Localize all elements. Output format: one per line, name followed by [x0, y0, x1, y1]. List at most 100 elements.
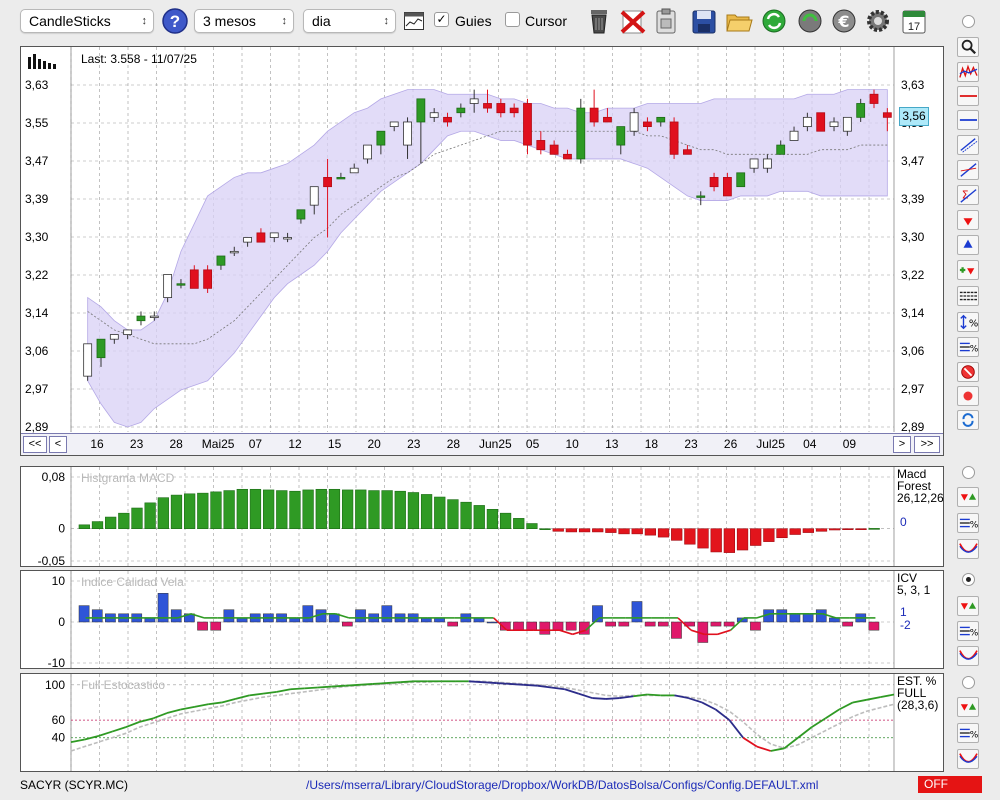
- candle: [842, 116, 852, 136]
- stochastic-panel[interactable]: 100 60 40 Full Estocastico EST. % FULL (28…: [20, 673, 944, 772]
- macd-bar: [868, 528, 880, 530]
- horizontal-line-blue-icon: [959, 119, 977, 121]
- status-off-badge[interactable]: OFF: [918, 776, 982, 793]
- y-tick-label-right: 2,97: [901, 382, 925, 396]
- icv-percent-icon: %: [959, 626, 979, 639]
- y-tick-label-left: 2,97: [25, 382, 49, 396]
- nav-next-button[interactable]: >: [893, 436, 911, 453]
- y-tick-label-left: 3,30: [25, 230, 49, 244]
- calendar-icon[interactable]: 17: [900, 6, 928, 36]
- candle-body: [269, 232, 279, 238]
- trash-icon[interactable]: [585, 6, 613, 36]
- icv-signal-segment: [559, 629, 573, 636]
- price-chart-panel[interactable]: 3,633,633,553,553,473,473,393,393,303,30…: [20, 46, 944, 456]
- stoch-k-segment: [537, 684, 552, 689]
- delete-icon[interactable]: [619, 6, 647, 36]
- refresh-icon[interactable]: [760, 6, 788, 36]
- icv-bar: [170, 609, 182, 623]
- main-panel-radio[interactable]: [962, 15, 975, 28]
- nav-last-button[interactable]: >>: [914, 436, 940, 453]
- lines-button[interactable]: [957, 286, 979, 306]
- horizontal-line-blue-button[interactable]: [957, 110, 979, 130]
- trend-channel-button[interactable]: [957, 135, 979, 155]
- candle: [123, 329, 133, 340]
- buy-arrow-button[interactable]: [957, 235, 979, 255]
- percent-lines-button[interactable]: %: [957, 337, 979, 357]
- macd-percent-button[interactable]: %: [957, 513, 979, 533]
- candle-body: [643, 121, 652, 127]
- nav-first-button[interactable]: <<: [23, 436, 47, 453]
- period-select[interactable]: 3 mesos ↕: [194, 9, 294, 33]
- nav-prev-button[interactable]: <: [49, 436, 67, 453]
- macd-legend-3: 26,12,26: [897, 491, 944, 505]
- macd-bar: [144, 502, 156, 529]
- stoch-k-segment: [880, 693, 895, 699]
- icv-sell-buy-button[interactable]: [957, 596, 979, 616]
- open-folder-icon[interactable]: [725, 6, 753, 36]
- icv-bar: [197, 621, 208, 631]
- fibonacci-button[interactable]: Σ: [957, 185, 979, 205]
- icv-panel[interactable]: 10 0 -10 Indice Calidad Vela ICV 5, 3, 1 1…: [20, 570, 944, 669]
- candle-body: [136, 315, 146, 322]
- stoch-panel-radio[interactable]: [962, 676, 975, 689]
- cursor-checkbox[interactable]: [505, 12, 520, 27]
- record-button[interactable]: [957, 386, 979, 406]
- percent-range-button[interactable]: %: [957, 312, 979, 332]
- chart-window-icon[interactable]: [404, 12, 424, 30]
- clipboard-icon[interactable]: [652, 6, 680, 36]
- macd-bar: [618, 528, 630, 535]
- icv-panel-radio[interactable]: [962, 573, 975, 586]
- macd-bar: [763, 528, 775, 542]
- save-icon[interactable]: [690, 6, 718, 36]
- trend-line-button[interactable]: [957, 160, 979, 180]
- zoom-button[interactable]: [957, 37, 979, 57]
- horizontal-line-red-button[interactable]: [957, 86, 979, 106]
- x-tick-label: 23: [407, 437, 421, 451]
- euro-icon[interactable]: €: [830, 6, 858, 36]
- candle: [389, 121, 399, 132]
- indicator-button[interactable]: [957, 62, 979, 82]
- trend-channel-icon: [960, 138, 978, 153]
- stoch-percent-button[interactable]: %: [957, 723, 979, 743]
- macd-bar: [842, 528, 854, 530]
- y-tick-label-left: 3,55: [25, 116, 49, 130]
- macd-bar: [302, 489, 314, 529]
- stop-button[interactable]: [957, 362, 979, 382]
- guides-checkbox[interactable]: ✓: [434, 12, 449, 27]
- macd-panel[interactable]: 0,08 0 -0,05 Histgrama MACD Macd Forest 26…: [20, 466, 944, 567]
- stoch-curve-button[interactable]: [957, 749, 979, 769]
- buy-arrow-icon: [963, 239, 973, 248]
- percent-range-icon: %: [960, 314, 978, 330]
- candle: [176, 279, 186, 289]
- macd-panel-radio[interactable]: [962, 466, 975, 479]
- chart-type-select[interactable]: CandleSticks ↕: [20, 9, 154, 33]
- candle: [669, 117, 679, 159]
- y-tick-label-left: 3,39: [25, 192, 49, 206]
- stoch-k-segment: [125, 721, 140, 728]
- x-tick-label: 23: [684, 437, 698, 451]
- macd-curve-button[interactable]: [957, 539, 979, 559]
- sell-arrow-button[interactable]: [957, 210, 979, 230]
- macd-sell-buy-button[interactable]: [957, 487, 979, 507]
- help-icon[interactable]: ?: [161, 7, 189, 35]
- x-tick-label: 26: [723, 437, 738, 451]
- config-path-link[interactable]: /Users/mserra/Library/CloudStorage/Dropb…: [306, 778, 819, 792]
- stoch-k-segment: [84, 735, 99, 741]
- stoch-k-segment: [509, 683, 524, 686]
- candle-body: [363, 144, 372, 160]
- macd-bar: [486, 509, 499, 529]
- macd-bar: [262, 489, 275, 529]
- stoch-sell-buy-button[interactable]: [957, 697, 979, 717]
- buy-sell-button[interactable]: [957, 260, 979, 280]
- sync-button[interactable]: [957, 410, 979, 430]
- icv-curve-button[interactable]: [957, 646, 979, 666]
- candle: [802, 112, 812, 132]
- candle: [749, 158, 759, 173]
- update-data-icon[interactable]: [796, 6, 824, 36]
- macd-bar: [420, 494, 433, 529]
- interval-select[interactable]: dia ↕: [303, 9, 396, 33]
- icv-percent-button[interactable]: %: [957, 621, 979, 641]
- stoch-k-segment: [564, 688, 579, 695]
- candle: [323, 158, 332, 238]
- settings-gear-icon[interactable]: [864, 6, 892, 36]
